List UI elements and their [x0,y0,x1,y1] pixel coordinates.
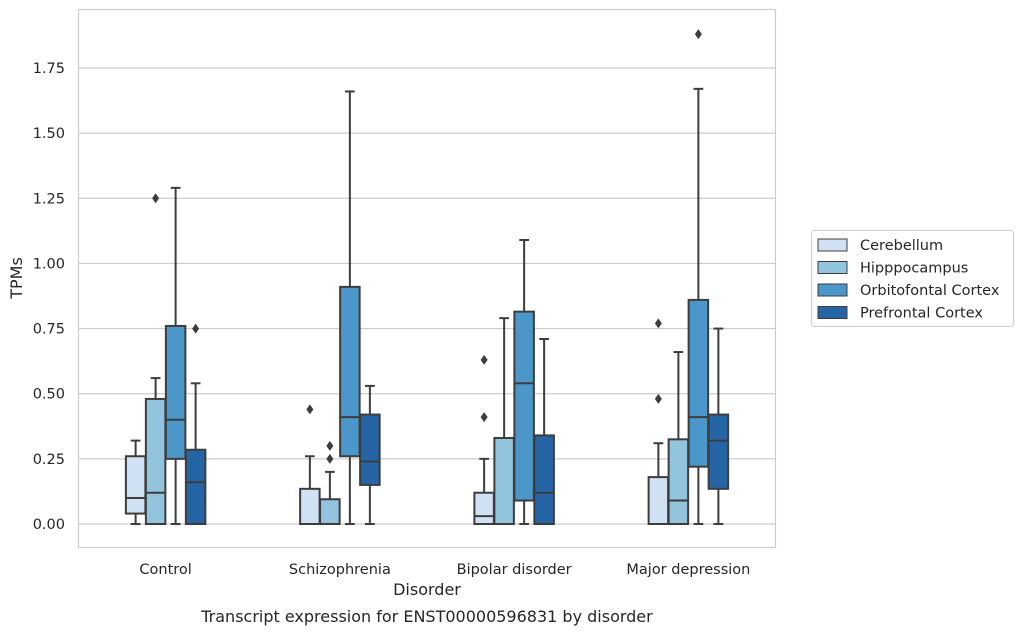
legend-swatch [817,238,848,252]
box-plot [184,323,207,526]
box-plot [493,317,515,525]
y-tick-label: 0.25 [33,452,65,468]
y-tick-label: 1.00 [33,256,65,272]
legend-label: Hipppocampus [860,261,968,277]
box [124,455,147,515]
plot-frame [77,8,777,549]
legend-label: Cerebellum [860,238,943,254]
box-plot [299,404,321,525]
y-tick-label: 0.75 [33,322,65,338]
box [473,491,495,525]
y-tick-label: 1.50 [33,126,65,142]
chart-caption: Transcript expression for ENST0000059683… [200,607,653,626]
box-plot [647,318,670,525]
box-plot [319,440,341,526]
legend-swatch [817,261,848,274]
box [687,298,710,468]
box-plot [707,327,730,525]
box-plot [473,354,495,525]
box-plot [164,186,187,525]
outlier-point [480,412,488,423]
box [359,413,381,486]
outlier-point [326,440,334,451]
outlier-point [654,318,662,329]
box [299,487,321,525]
box [533,434,555,525]
box [513,310,535,502]
y-tick-labels: 0.00 0.25 0.50 0.75 1.00 1.25 1.50 1.75 [33,61,65,533]
legend-swatch [817,283,848,297]
box [319,498,341,526]
box [164,324,187,460]
box-plot [513,238,535,525]
box-plot [339,90,361,525]
box [144,397,167,526]
x-tick-label: Bipolar disorder [457,562,572,578]
outlier-point [480,354,488,365]
legend-label: Prefrontal Cortex [860,306,983,322]
box-plot [533,337,555,525]
x-axis-label: Disorder [393,580,461,599]
outlier-point [306,404,314,415]
box-plot [687,29,710,525]
outlier-point [326,453,334,464]
legend-swatch [817,306,848,319]
y-tick-label: 1.25 [33,191,65,207]
box [667,438,690,526]
x-tick-label: Schizophrenia [289,562,391,578]
legend-frame [811,230,1014,327]
box [339,285,361,458]
y-axis-label: TPMs [7,257,26,300]
box [184,448,207,526]
y-tick-label: 0.00 [33,517,65,533]
x-tick-label: Major depression [626,562,750,578]
x-tick-labels: Control Schizophrenia Bipolar disorder Majo… [139,562,750,578]
box-plot [667,351,690,526]
box-plot [144,193,167,526]
outlier-point [654,393,662,404]
y-tick-label: 0.50 [33,387,65,403]
legend-label: Orbitofontal Cortex [860,283,1000,299]
boxes [124,29,730,526]
outlier-point [152,193,160,204]
outlier-point [694,29,702,40]
x-tick-label: Control [139,562,191,578]
legend: Cerebellum Hipppocampus Orbitofontal Corte… [811,230,1014,327]
y-tick-label: 1.75 [33,61,65,77]
outlier-point [192,323,200,334]
box-plot [124,439,147,525]
box-plot [359,384,381,525]
box [647,476,670,525]
box [707,413,730,490]
box [493,437,515,525]
